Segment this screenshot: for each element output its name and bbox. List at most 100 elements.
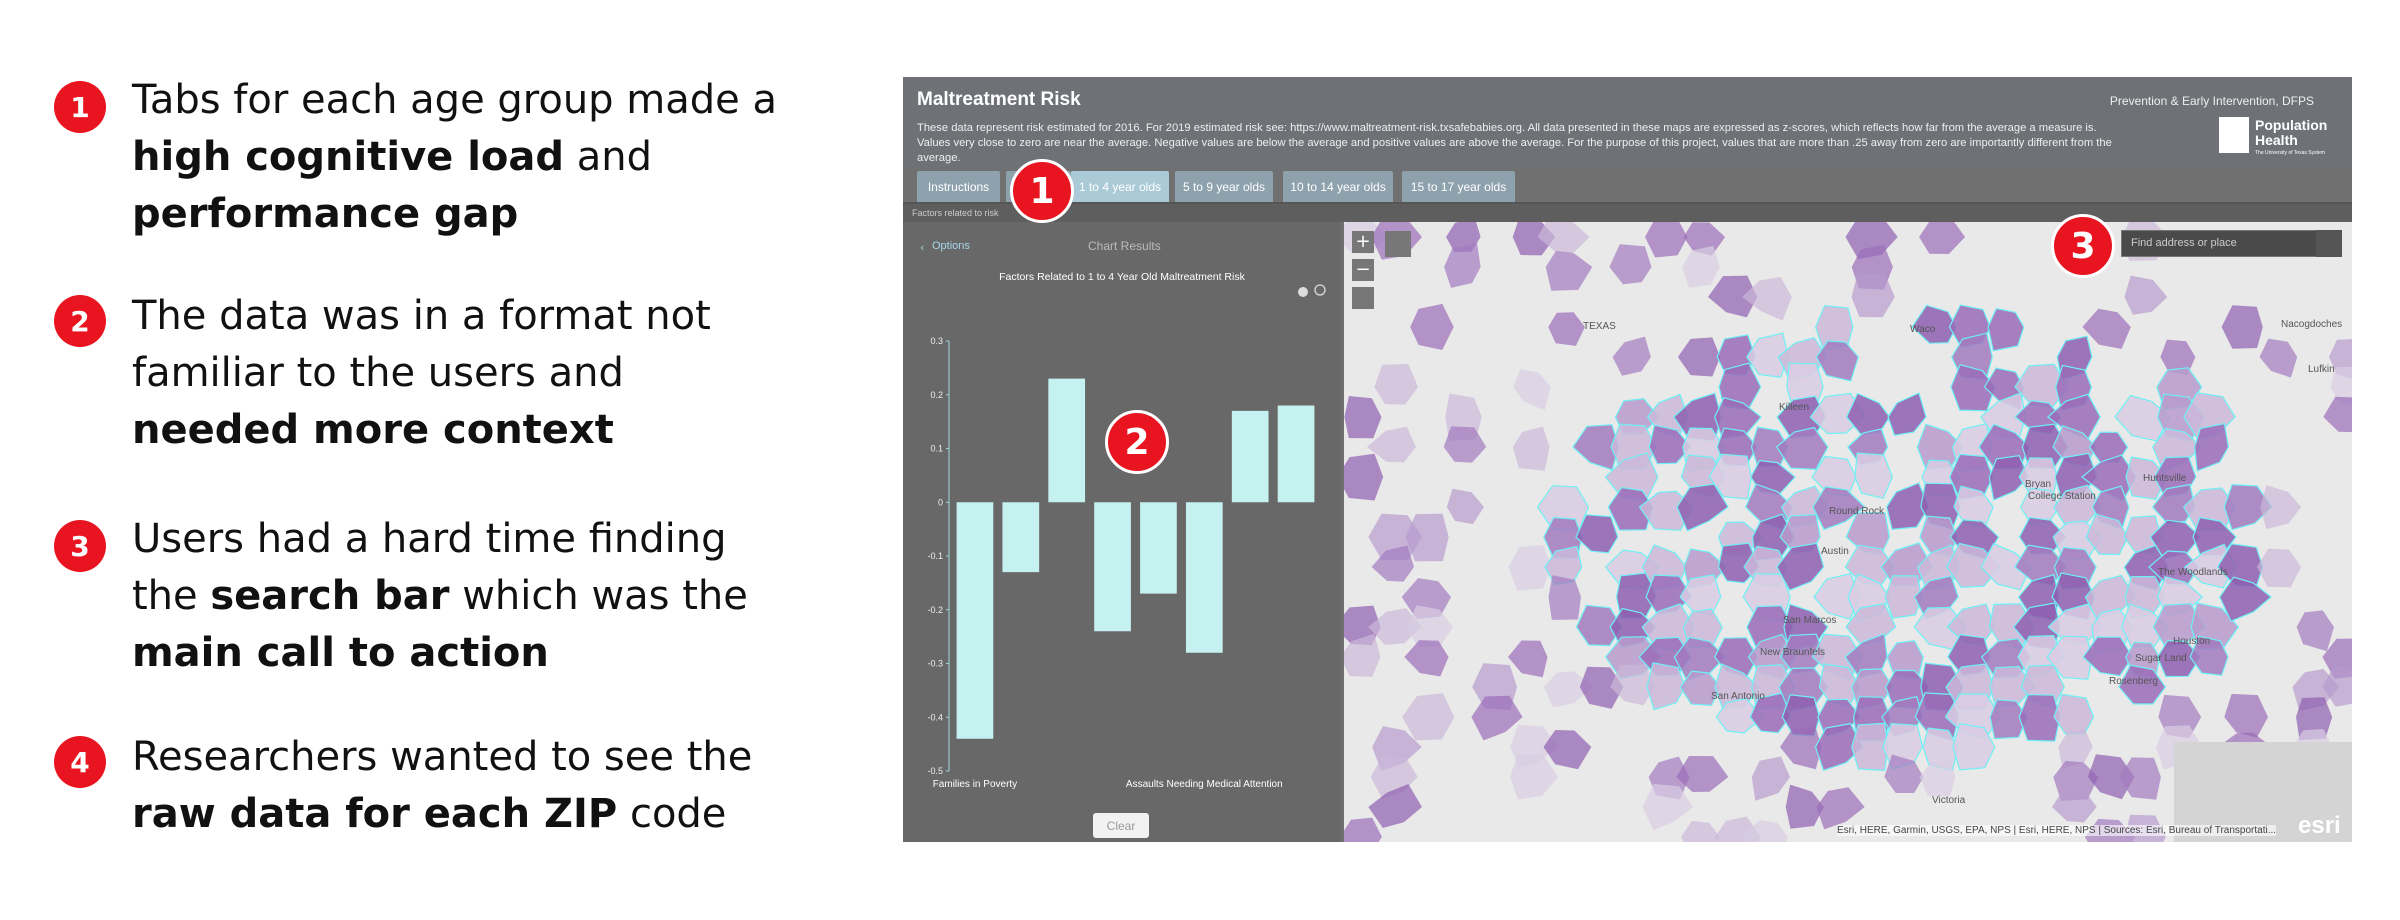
map-region [1548,312,1585,346]
text-segment: which was the [449,573,748,619]
map-region [1344,396,1382,439]
map-region [1919,222,1966,254]
chart-results-label: Chart Results [1088,239,1161,253]
map-region [2125,456,2169,500]
settings-icon[interactable] [1298,287,1308,297]
map-region [1780,726,1822,770]
map-region [1512,426,1550,471]
y-tick-label: -0.1 [927,551,943,561]
map-region [1548,575,1581,620]
text-segment: code [617,791,727,837]
zoom-icon[interactable] [1314,284,1326,296]
agency: Prevention & Early Intervention, DFPS [2109,94,2314,108]
map-region [1682,245,1720,288]
map-region [1471,695,1523,741]
map-region [1444,242,1481,288]
map-region [2124,275,2168,315]
app-title: Maltreatment Risk [917,89,1081,110]
map-region [1681,821,1720,842]
map-region [2260,485,2302,529]
callout-badge: 3 [2051,214,2115,278]
map-region [2323,396,2352,433]
map-region [1374,364,1418,405]
map-region [2296,610,2334,652]
map-region [2053,693,2095,735]
search-box[interactable] [2121,230,2342,257]
search-button[interactable] [2316,230,2342,257]
map-region [1741,820,1788,842]
options-link[interactable]: Options [932,240,970,252]
emphasis: performance gap [132,191,519,237]
zoom-out[interactable]: − [1352,259,1374,281]
map-region [2151,483,2196,525]
map-region [2259,338,2298,378]
map-region [2223,483,2273,531]
map-region [2256,548,2302,588]
map-region [1679,670,1722,707]
map-region [1443,426,1487,463]
map-region [1368,608,1422,645]
text-segment: Tabs for each age group made a [132,77,777,123]
map-region [1410,303,1454,350]
annotation-text: Users had a hard time finding the search… [132,511,792,682]
map-region [2224,693,2268,738]
tab[interactable]: 10 to 14 year olds [1283,171,1393,202]
place-label: Sugar Land [2135,653,2187,664]
place-label: Round Rock [1829,506,1885,517]
place-label: Huntsville [2143,473,2187,484]
y-tick-label: 0.1 [930,444,943,454]
clear-button-label[interactable]: Clear [1106,819,1136,833]
map-region [2085,513,2129,556]
logo-subtext: The University of Texas System [2255,150,2325,156]
map-region [1579,666,1624,709]
emphasis: main call to action [132,630,549,676]
place-label: Austin [1821,546,1849,557]
emphasis: raw data for each ZIP [132,791,618,837]
map-region [1404,640,1449,677]
map-region [2118,664,2167,705]
map-region [1401,578,1451,619]
annotation-text: The data was in a format not familiar to… [132,288,792,459]
clear-button[interactable] [1093,813,1149,838]
text-segment: Researchers wanted to see the [132,734,753,780]
map-region [1575,604,1623,647]
map-region [2121,603,2169,648]
map-region [2018,693,2061,742]
map-region [2219,576,2273,622]
map-region [1988,455,2030,501]
zoom-in[interactable]: + [1352,231,1374,253]
y-tick-label: -0.2 [927,605,943,615]
panel-titlebar [903,204,2352,222]
place-label: Victoria [1932,795,1966,806]
map-region [2119,757,2161,800]
map-region [1911,304,1957,344]
search-placeholder[interactable]: Find address or place [2131,237,2237,249]
map: TEXAS Waco Killeen Round Rock Austin San Marc… [1344,222,2352,842]
annotation-badge: 4 [54,736,106,788]
map-region [1952,723,1996,771]
tab[interactable]: Instructions [917,171,1000,202]
map-region [1648,424,1692,465]
map-region [1683,222,1726,256]
tab[interactable]: 1 to 4 year olds [1071,171,1169,202]
map-region [1537,222,1590,253]
tab[interactable]: 5 to 9 year olds [1175,171,1273,202]
y-tick-label: -0.4 [927,712,943,722]
map-region [1545,251,1593,291]
options-chevron: ‹ [920,241,925,254]
y-tick-label: 0.3 [930,336,943,346]
y-tick-label: 0 [938,497,943,507]
map-region [1610,664,1655,706]
map-region [1575,514,1619,554]
annotation-text: Tabs for each age group made a high cogn… [132,72,792,243]
map-region [1885,482,1930,530]
map-region [1344,633,1381,677]
place-label: Lufkin [2308,364,2335,375]
home-button[interactable] [1352,287,1374,309]
tab[interactable]: 15 to 17 year olds [1402,171,1515,202]
print-button[interactable] [1385,231,1411,257]
text-segment: Users had a hard time finding the [132,516,727,619]
map-region [2193,422,2230,472]
map-region [1344,817,1382,842]
x-tick-label: Assaults Needing Medical Attention [1126,779,1283,790]
